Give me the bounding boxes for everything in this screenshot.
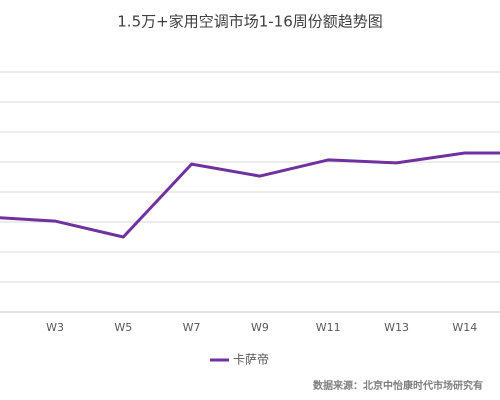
x-tick-label: W11 [316, 321, 341, 334]
chart-title: 1.5万+家用空调市场1-16周份额趋势图 [117, 13, 382, 31]
x-tick-label: W14 [452, 321, 477, 334]
x-tick-label: W13 [384, 321, 409, 334]
series-line [0, 151, 500, 239]
source-note: 数据来源：北京中怡康时代市场研究有 [313, 379, 483, 392]
x-tick-label: W3 [46, 321, 64, 334]
x-tick-label: W9 [251, 321, 269, 334]
x-tick-label: W5 [114, 321, 132, 334]
legend-label: 卡萨帝 [233, 352, 269, 367]
x-tick-label: W7 [183, 321, 201, 334]
